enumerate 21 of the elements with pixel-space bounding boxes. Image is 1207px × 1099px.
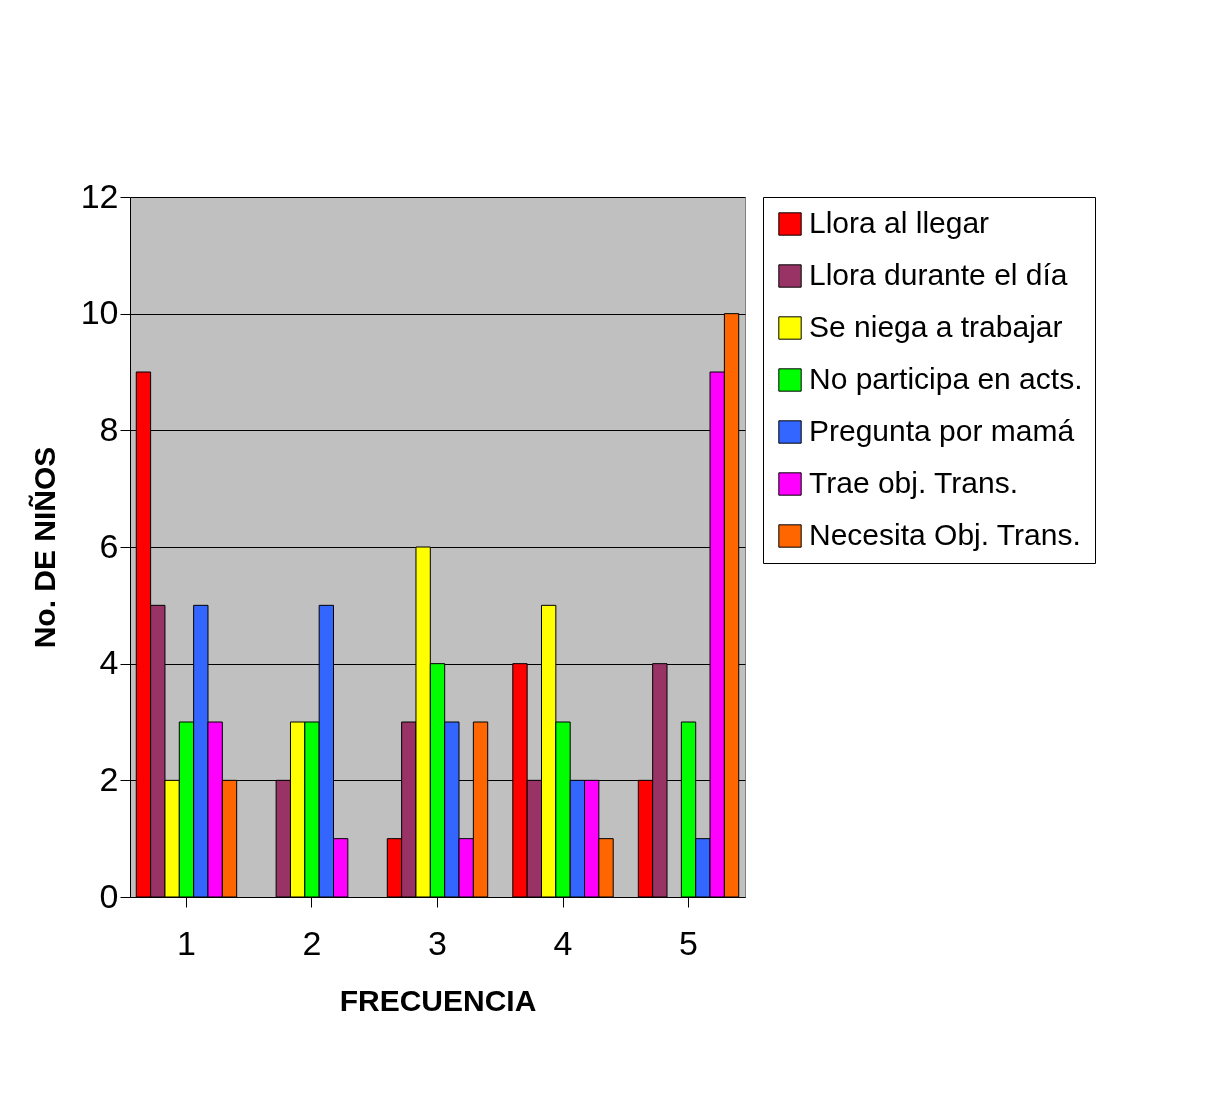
x-tick-label: 1	[177, 923, 196, 962]
y-tick-label: 8	[99, 409, 119, 448]
x-tick-label: 3	[428, 923, 447, 962]
legend-label: Trae obj. Trans.	[809, 466, 1018, 499]
y-tick-label: 4	[99, 643, 119, 682]
legend-label: Llora al llegar	[809, 206, 990, 239]
y-axis-title: No. DE NIÑOS	[27, 446, 61, 649]
legend-label: Necesita Obj. Trans.	[809, 518, 1081, 551]
x-tick-label: 4	[553, 923, 573, 962]
legend-label: Se niega a trabajar	[809, 310, 1063, 343]
legend-label: Pregunta por mamá	[809, 414, 1075, 447]
x-axis-title: FRECUENCIA	[339, 983, 537, 1017]
y-tick-label: 2	[99, 759, 119, 798]
x-tick-label: 5	[679, 923, 698, 962]
x-tick-label: 2	[302, 923, 322, 962]
legend-label: No participa en acts.	[809, 362, 1083, 395]
y-tick-label: 10	[80, 293, 119, 332]
legend-label: Llora durante el día	[809, 258, 1068, 291]
y-tick-label: 0	[99, 876, 119, 915]
y-tick-label: 6	[99, 526, 119, 565]
y-tick-label: 12	[80, 176, 119, 215]
